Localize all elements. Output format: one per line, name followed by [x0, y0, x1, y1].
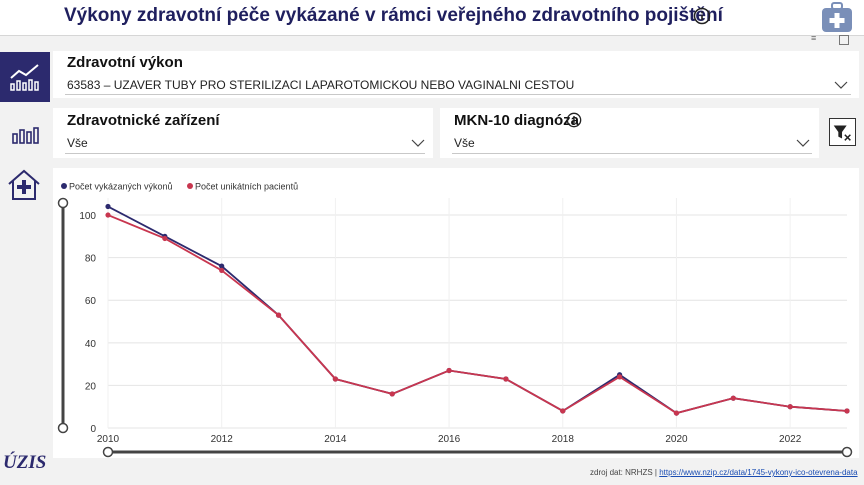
data-point[interactable] — [332, 376, 338, 382]
x-tick-label: 2022 — [779, 434, 802, 445]
facility-filter: Zdravotnické zařízení Vše — [53, 108, 433, 158]
y-axis: 0 20 40 60 80 100 — [79, 211, 96, 435]
x-tick-label: 2012 — [211, 434, 234, 445]
data-point[interactable] — [105, 203, 111, 210]
x-tick-label: 2014 — [324, 434, 347, 445]
y-slider-handle-bottom[interactable] — [57, 422, 69, 434]
x-slider-handle-right[interactable] — [841, 446, 853, 458]
chevron-down-icon[interactable] — [834, 81, 848, 89]
data-point[interactable] — [275, 312, 282, 318]
data-point[interactable] — [162, 235, 168, 242]
chart-panel: Počet vykázaných výkonů Počet unikátních… — [53, 168, 859, 458]
data-point[interactable] — [219, 267, 225, 274]
header-bar: Výkony zdravotní péče vykázané v rámci v… — [0, 0, 864, 36]
data-point[interactable] — [673, 410, 680, 416]
info-icon[interactable] — [566, 112, 582, 128]
procedure-label: Zdravotní výkon — [67, 54, 183, 71]
data-point[interactable] — [503, 376, 509, 382]
clear-filters-button[interactable] — [829, 118, 856, 146]
medical-kit-icon — [822, 2, 852, 32]
x-tick-label: 2020 — [665, 434, 688, 445]
facility-label: Zdravotnické zařízení — [67, 112, 220, 129]
legend-label: Počet vykázaných výkonů — [69, 182, 173, 192]
clear-filter-icon — [833, 125, 851, 141]
sidebar: ÚZIS — [0, 37, 50, 485]
y-tick-label: 40 — [85, 339, 97, 350]
x-slider-handle-left[interactable] — [102, 446, 114, 458]
page-title: Výkony zdravotní péče vykázané v rámci v… — [64, 5, 723, 26]
y-tick-label: 60 — [85, 296, 97, 307]
x-tick-label: 2016 — [438, 434, 461, 445]
x-axis: 2010 2012 2014 2016 2018 2020 2022 — [97, 434, 802, 445]
legend-marker — [61, 183, 67, 189]
data-point[interactable] — [844, 408, 850, 414]
diagnosis-label: MKN-10 diagnóza — [454, 112, 580, 129]
data-source-footer: zdroj dat: NRHZS | https://www.nzip.cz/d… — [590, 468, 858, 477]
x-tick-label: 2018 — [552, 434, 575, 445]
data-point[interactable] — [730, 395, 736, 401]
y-tick-label: 20 — [85, 381, 97, 392]
source-text: zdroj dat: NRHZS | — [590, 468, 657, 477]
uzis-logo: ÚZIS — [3, 452, 47, 473]
line-chart: Počet vykázaných výkonů Počet unikátních… — [57, 182, 853, 458]
chevron-down-icon[interactable] — [411, 139, 425, 147]
trend-chart-icon — [10, 64, 39, 91]
hospital-icon[interactable] — [6, 167, 42, 203]
y-tick-label: 0 — [90, 424, 96, 435]
y-tick-label: 100 — [79, 211, 96, 222]
info-icon[interactable] — [693, 7, 711, 25]
data-point[interactable] — [787, 404, 793, 410]
procedure-filter: Zdravotní výkon 63583 – UZAVER TUBY PRO … — [53, 51, 859, 98]
bar-chart-icon[interactable] — [8, 120, 42, 148]
legend-label: Počet unikátních pacientů — [195, 182, 298, 192]
x-tick-label: 2010 — [97, 434, 120, 445]
diagnosis-select[interactable]: Vše — [454, 136, 475, 150]
chevron-down-icon[interactable] — [796, 139, 810, 147]
chart-grid — [107, 198, 847, 429]
y-tick-label: 80 — [85, 254, 97, 265]
procedure-select[interactable]: 63583 – UZAVER TUBY PRO STERILIZACI LAPA… — [67, 78, 575, 92]
data-point[interactable] — [105, 212, 111, 218]
data-point[interactable] — [617, 374, 623, 380]
chart-series — [105, 203, 850, 416]
y-slider-handle-top[interactable] — [57, 197, 69, 209]
series-line-2 — [107, 214, 848, 415]
diagnosis-filter: MKN-10 diagnóza Vše — [440, 108, 819, 158]
legend-marker — [187, 183, 193, 189]
data-point[interactable] — [560, 408, 566, 414]
series-line-1 — [107, 205, 848, 415]
data-point[interactable] — [389, 391, 395, 397]
nav-trend-button[interactable] — [0, 52, 50, 102]
chart-legend: Počet vykázaných výkonů Počet unikátních… — [61, 182, 298, 192]
expand-icon[interactable] — [839, 35, 849, 45]
source-link[interactable]: https://www.nzip.cz/data/1745-vykony-ico… — [659, 468, 858, 477]
facility-select[interactable]: Vše — [67, 136, 88, 150]
menu-icon[interactable]: ≡ — [811, 33, 817, 43]
data-point[interactable] — [446, 367, 452, 374]
data-point[interactable] — [219, 263, 225, 269]
